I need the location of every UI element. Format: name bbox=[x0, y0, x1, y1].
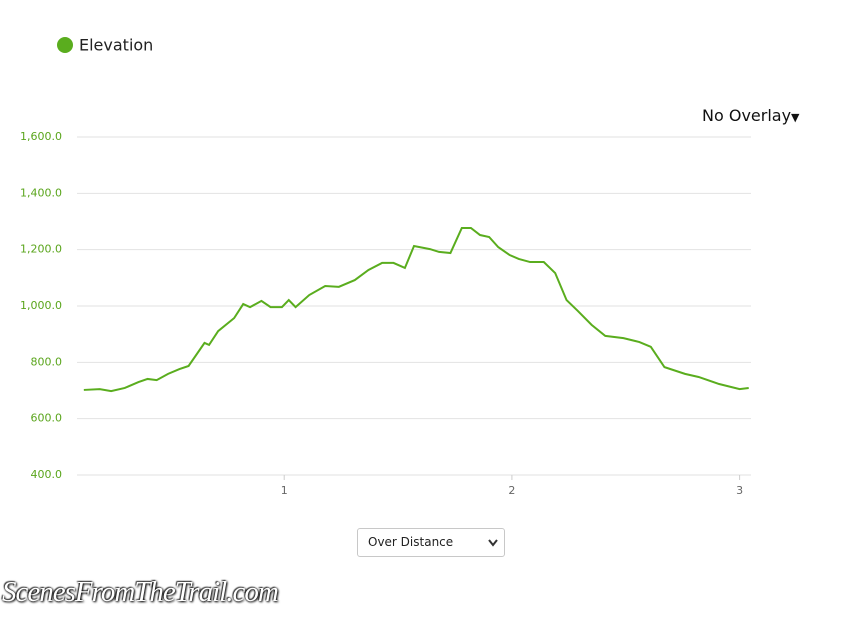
select-label: Over Distance bbox=[368, 535, 454, 549]
y-tick-label: 400.0 bbox=[31, 468, 63, 481]
y-tick-label: 1,400.0 bbox=[20, 186, 62, 199]
x-tick-label: 3 bbox=[736, 484, 743, 497]
x-tick-label: 2 bbox=[508, 484, 515, 497]
dropdown-arrow: ▼ bbox=[791, 111, 800, 124]
x-mode-select[interactable]: Over Distance bbox=[357, 528, 505, 557]
y-tick-label: 1,200.0 bbox=[20, 243, 62, 256]
chevron bbox=[488, 539, 498, 547]
overlay-label: No Overlay bbox=[702, 106, 792, 125]
y-tick-label: 1,000.0 bbox=[20, 299, 62, 312]
y-tick-label: 800.0 bbox=[31, 355, 63, 368]
legend-label: Elevation bbox=[79, 36, 153, 55]
overlay-menu[interactable]: No Overlay▼ bbox=[702, 106, 800, 125]
watermark: ScenesFromTheTrail.com bbox=[2, 576, 279, 608]
y-tick-label: 1,600.0 bbox=[20, 130, 62, 143]
x-tick-label: 1 bbox=[281, 484, 288, 497]
legend-swatch bbox=[57, 37, 73, 53]
y-tick-label: 600.0 bbox=[31, 412, 63, 425]
elevation-line bbox=[83, 226, 749, 393]
